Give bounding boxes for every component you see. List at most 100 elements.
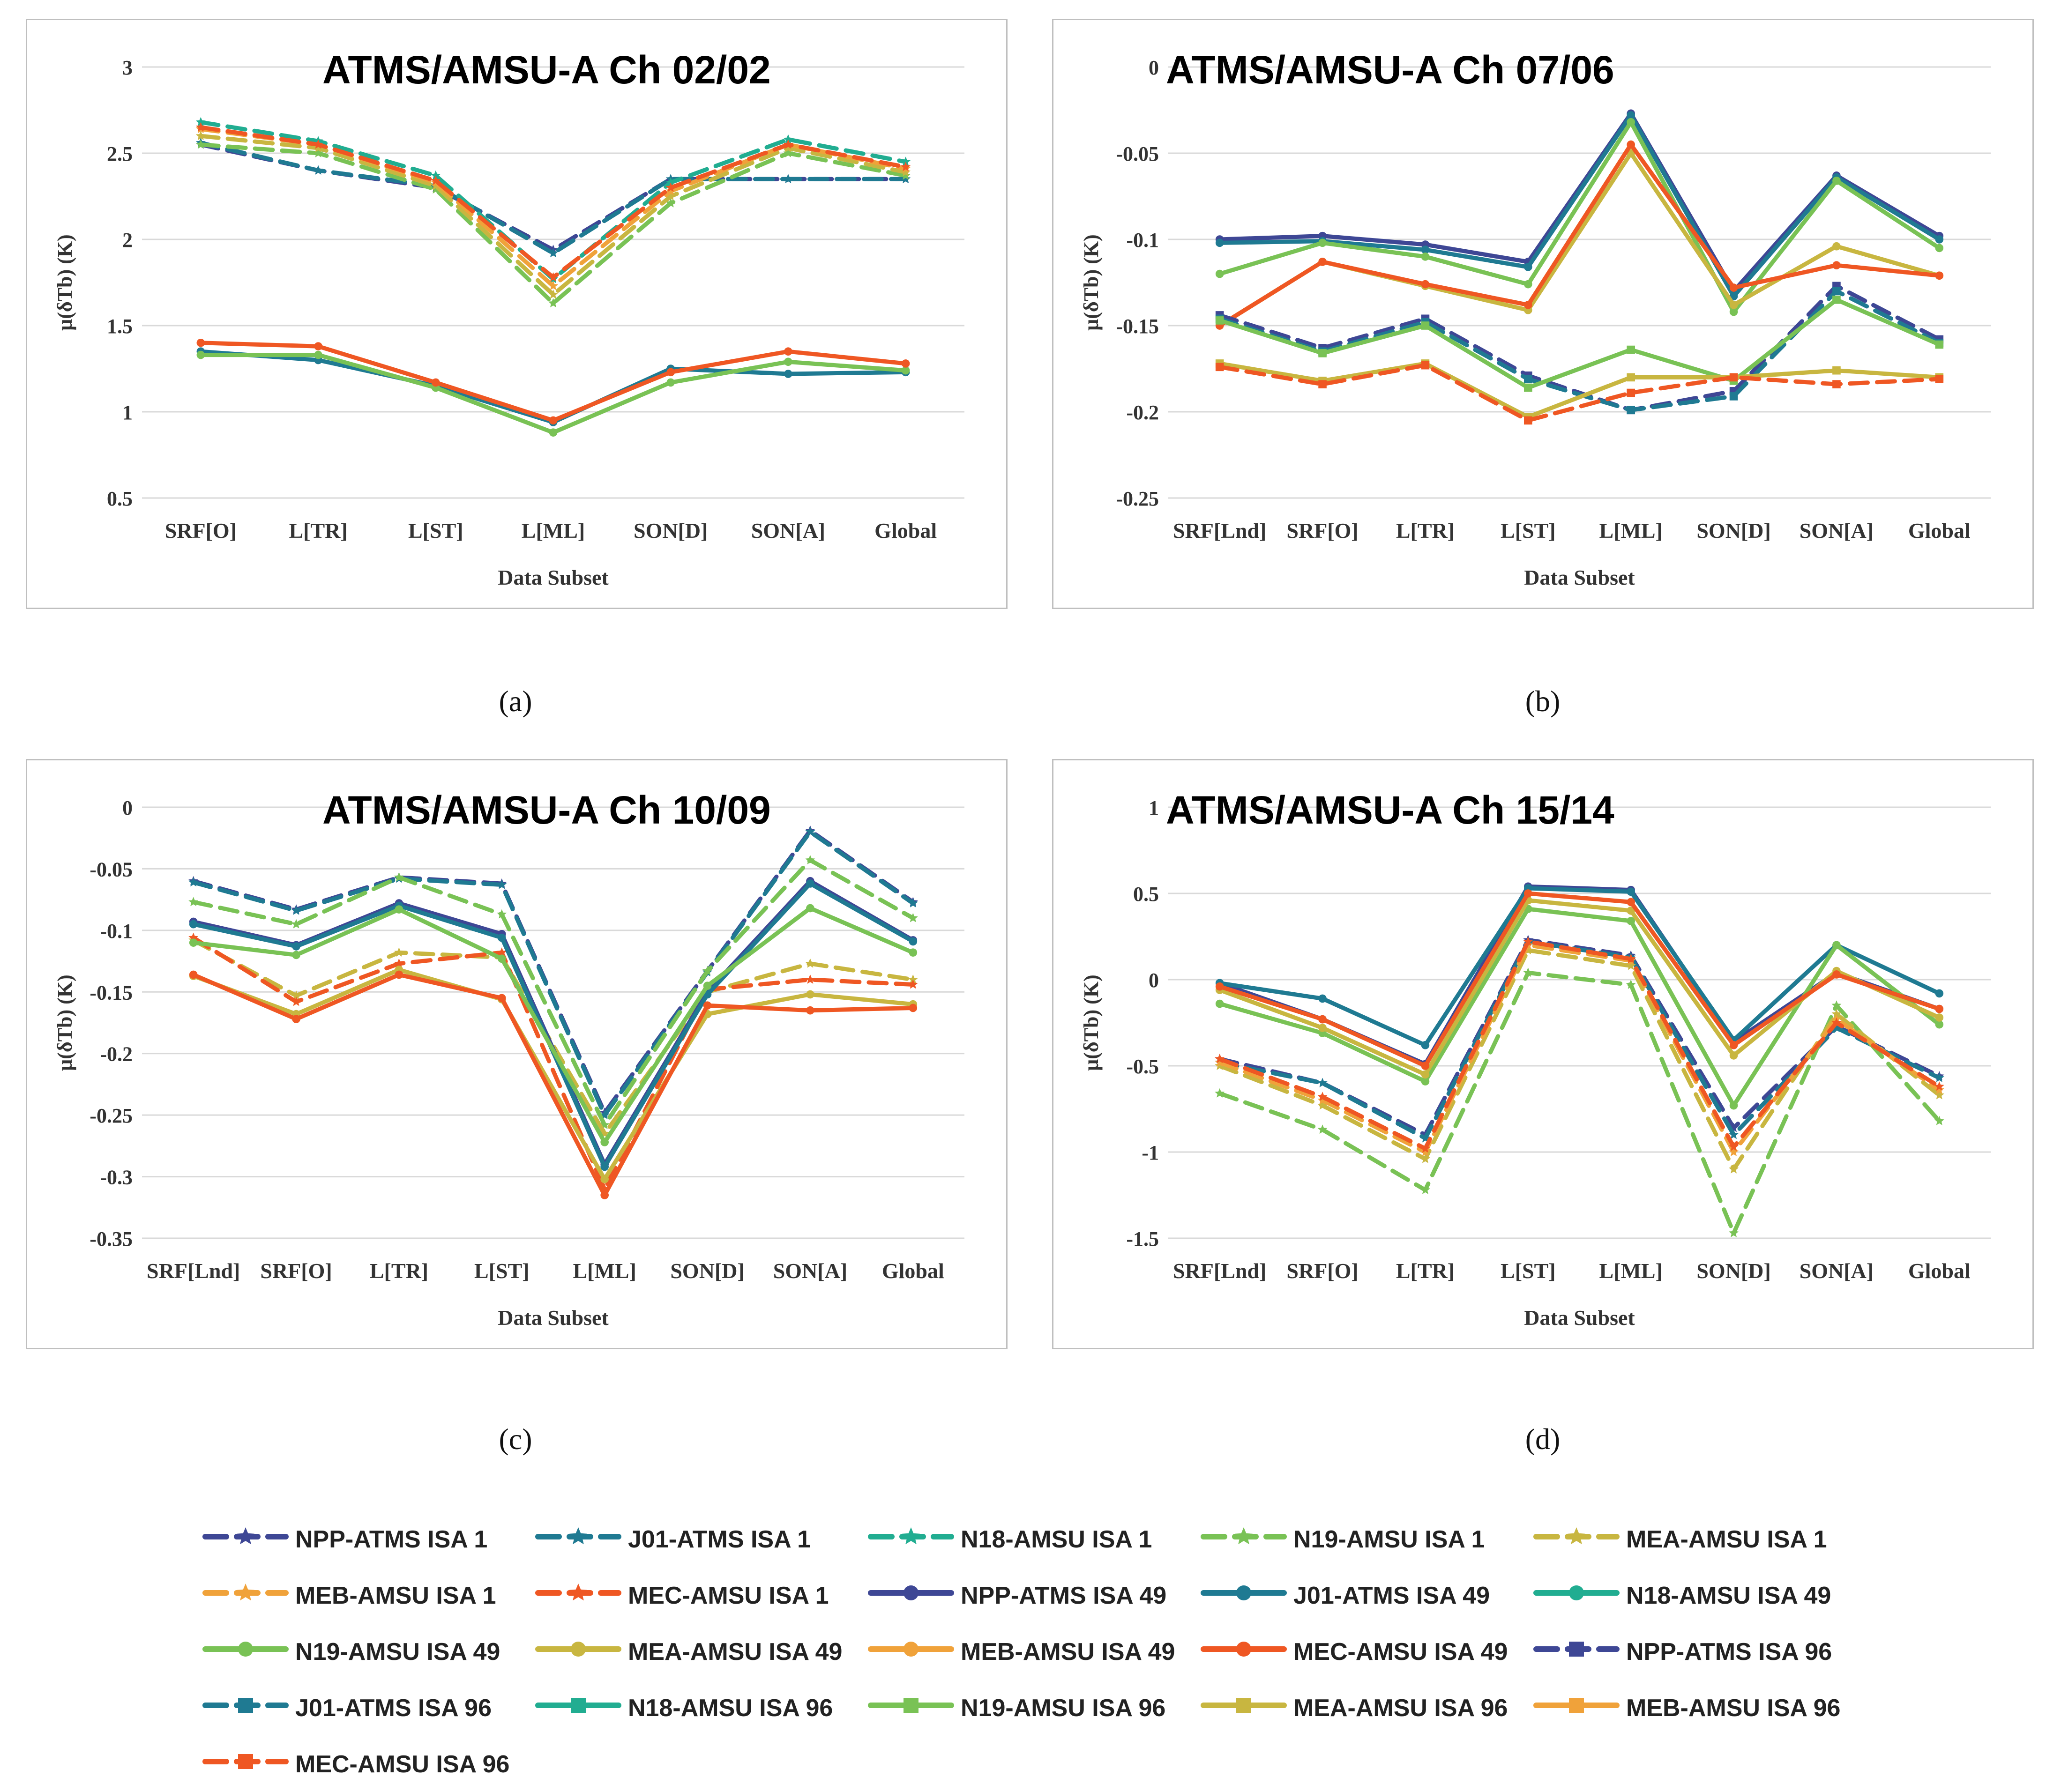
legend-marker [571,1642,586,1657]
data-point [908,913,918,922]
data-point [805,826,815,836]
legend-swatch [535,1698,621,1713]
y-tick-label: 0 [122,796,133,819]
data-point [1627,406,1635,415]
data-point [1627,887,1635,896]
legend-item: N19-AMSU ISA 1 [1200,1513,1537,1560]
series-mea-amsu-isa-1 [188,935,918,1138]
data-point [1318,380,1327,388]
legend-label: MEC-AMSU ISA 96 [295,1751,510,1778]
chart-panel-a: 3 2.5 2 1.5 1 0.5 SRF[O] L[TR] L[ST] L[ML] SON[D] S… [26,19,1008,609]
legend-item: MEA-AMSU ISA 1 [1532,1513,1870,1560]
data-point [783,143,793,152]
data-point [1421,1062,1430,1070]
data-point [1420,1153,1430,1163]
data-point [1832,380,1841,388]
series-line [1217,891,1942,1068]
legend-item: MEB-AMSU ISA 1 [202,1569,539,1616]
data-point [291,996,301,1006]
data-point [1935,1020,1944,1029]
data-point [901,366,910,375]
legend-swatch [202,1527,289,1545]
data-point [1729,1051,1738,1060]
legend-swatch [202,1642,289,1657]
data-point [548,272,558,282]
x-axis-label: Data Subset [498,565,609,589]
data-point [1317,1095,1328,1105]
data-point [1627,898,1635,907]
legend-marker [1569,1585,1584,1600]
y-tick-label: -0.3 [100,1166,133,1189]
data-point [1831,1018,1842,1027]
data-point [901,156,911,166]
data-point [1729,307,1738,316]
data-point [1729,1147,1739,1156]
data-point [1318,994,1327,1003]
data-point [1421,280,1430,289]
series-line [191,881,915,1169]
legend: NPP-ATMS ISA 1 J01-ATMS ISA 1 N18-AMSU ISA… [202,1513,1935,1778]
data-point [189,920,198,929]
data-point [1832,177,1841,185]
series-line [191,830,915,1117]
legend-item: MEA-AMSU ISA 96 [1200,1682,1537,1729]
series-n19-amsu-isa-1 [195,139,911,308]
data-point [1215,269,1224,278]
y-axis-label: μ(δTb) (K) [1080,974,1103,1071]
data-point [908,898,918,907]
series-line [191,967,915,1182]
x-tick-label: L[ML] [573,1259,636,1283]
data-point [1421,253,1430,261]
y-tick-label: -0.1 [1126,229,1159,252]
x-tick-label: SON[D] [634,519,708,543]
data-point [1729,1142,1739,1151]
legend-label: MEB-AMSU ISA 49 [961,1638,1175,1666]
y-axis-label: μ(δTb) (K) [1080,234,1103,330]
data-point [548,281,558,290]
chart-b-svg: 0 -0.05 -0.1 -0.15 -0.2 -0.25 SRF[Lnd] SRF[O] L[… [1080,48,1991,589]
data-point [665,182,676,192]
caption-b: (b) [1525,684,1561,718]
data-point [1831,1000,1842,1010]
data-point [196,350,205,359]
data-point [665,198,676,208]
series-j01-atms-isa-49 [196,347,910,426]
data-point [1626,960,1636,970]
data-point [1935,235,1944,244]
data-point [901,359,910,368]
data-point [1215,982,1224,991]
data-point [292,942,300,951]
data-point [600,1191,609,1199]
x-axis-label: Data Subset [1524,565,1635,589]
data-point [1421,1077,1430,1086]
y-tick-label: -1.5 [1126,1227,1159,1250]
data-point [1215,363,1224,372]
data-point [1729,1130,1739,1139]
x-tick-label: L[TR] [370,1259,428,1283]
legend-marker [1236,1698,1251,1713]
y-tick-label: -0.15 [1116,315,1159,338]
data-point [291,990,301,1000]
data-point [1421,245,1430,254]
data-point [806,1006,814,1015]
data-point [666,368,675,377]
legend-marker [238,1754,253,1769]
legend-label: N19-AMSU ISA 49 [295,1638,500,1666]
series-mec-amsu-isa-1 [188,932,918,1193]
data-point [1627,907,1635,915]
legend-label: NPP-ATMS ISA 1 [295,1526,488,1553]
data-point [1934,1072,1944,1082]
data-point [431,180,441,190]
y-tick-label: -0.05 [90,858,133,881]
x-tick-label: SRF[O] [260,1259,332,1283]
legend-marker [238,1698,253,1713]
legend-item: N18-AMSU ISA 49 [1532,1569,1870,1616]
data-point [901,167,911,177]
legend-swatch [868,1698,954,1713]
chart-panel-c: 0 -0.05 -0.1 -0.15 -0.2 -0.25 -0.3 -0.35 SRF[Lnd… [26,759,1008,1349]
data-point [1421,321,1430,330]
series-mea-amsu-isa-49 [1215,896,1944,1079]
data-point [1935,271,1944,280]
x-tick-label: SRF[O] [1286,1259,1358,1283]
caption-d: (d) [1525,1422,1561,1456]
